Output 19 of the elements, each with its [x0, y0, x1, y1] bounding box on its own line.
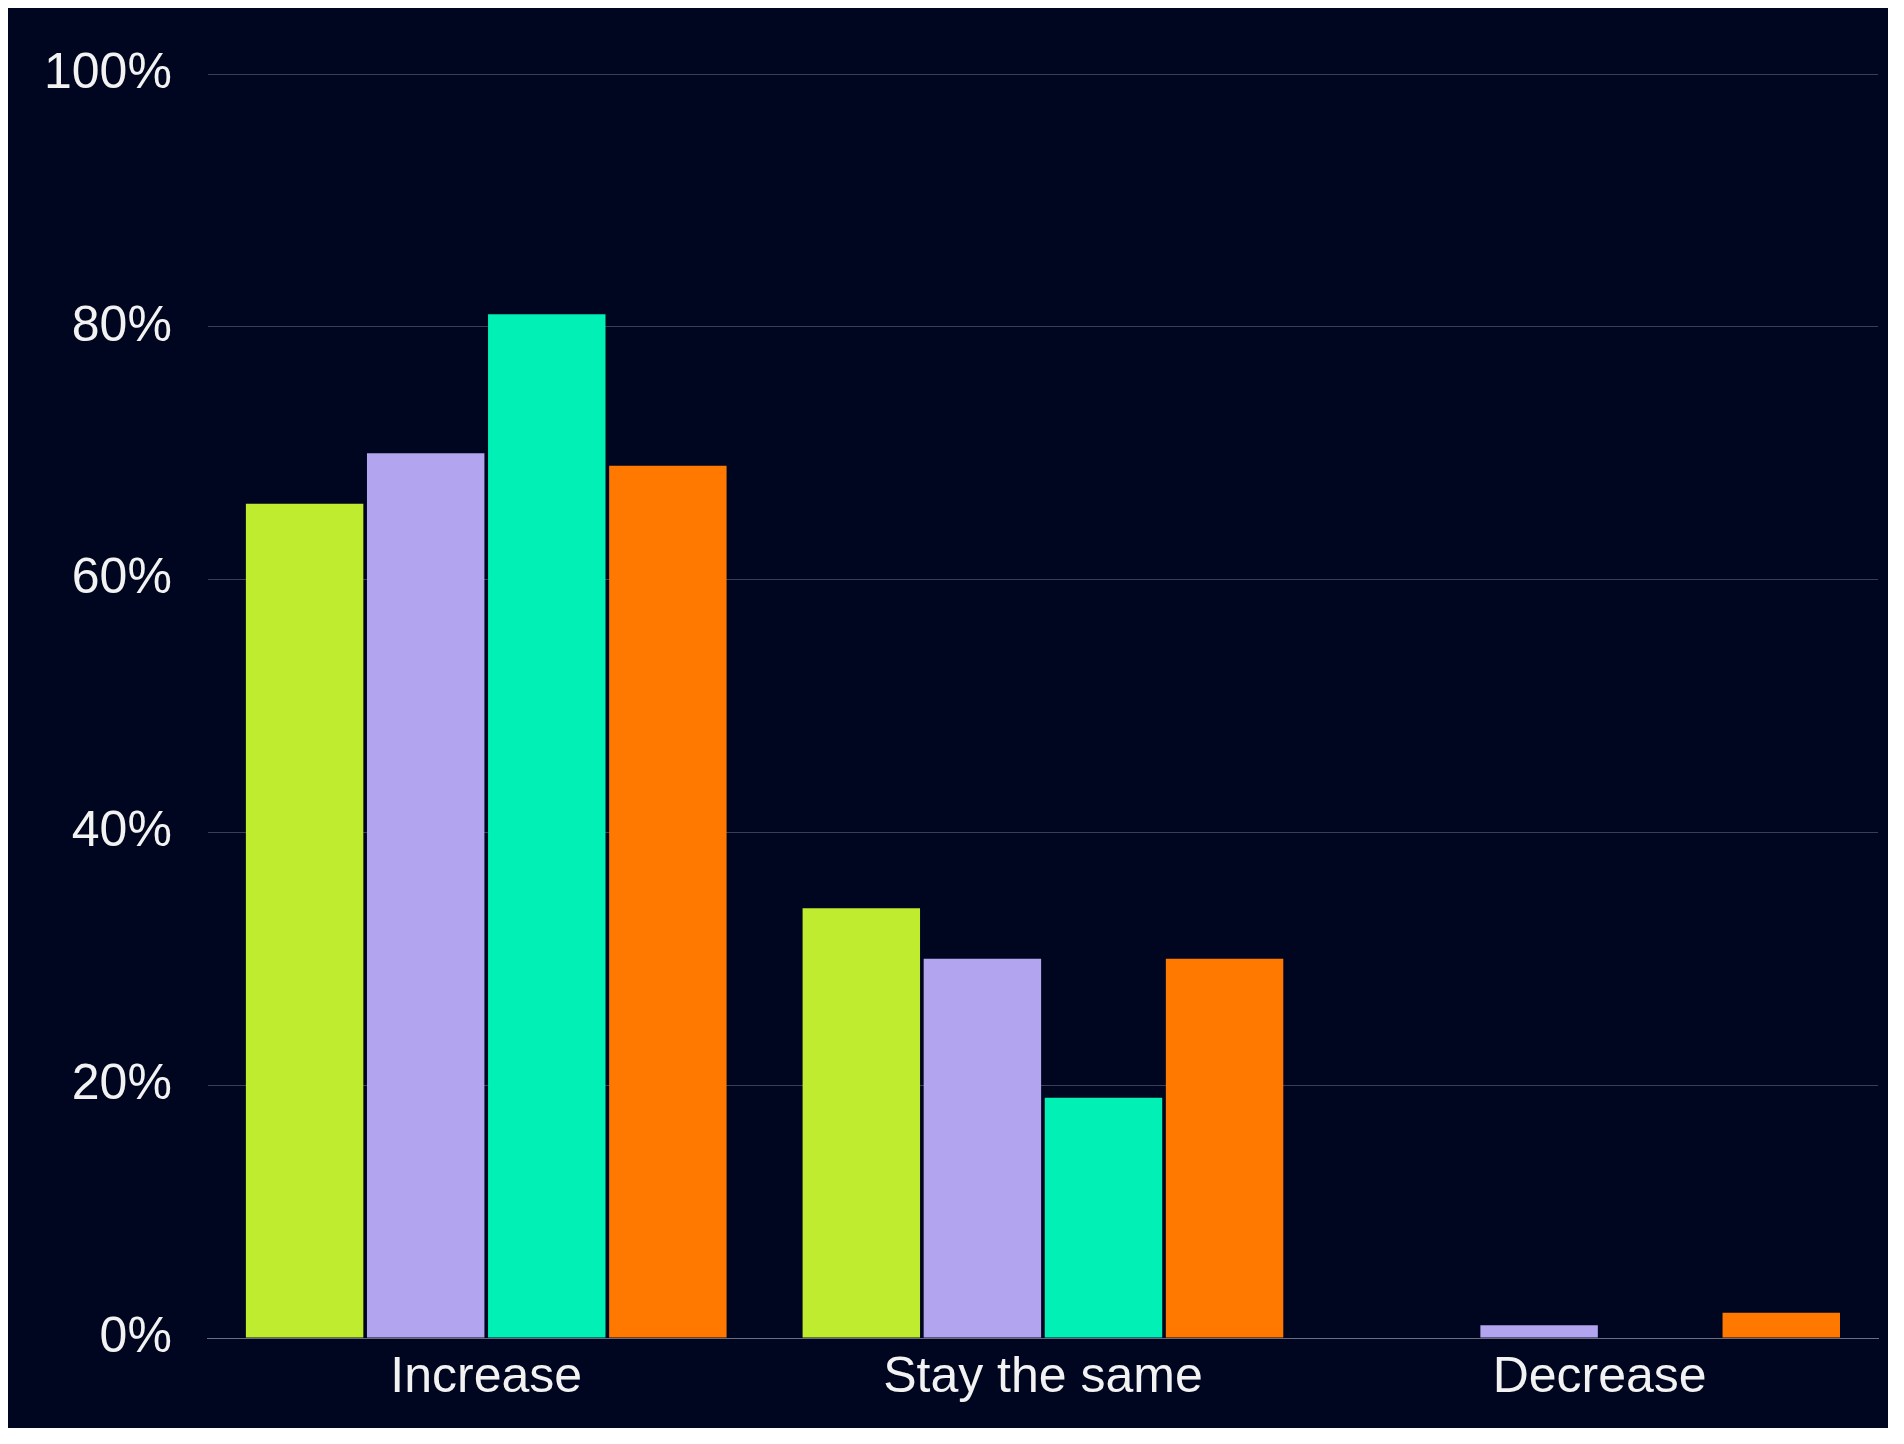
bar	[802, 908, 921, 1338]
bar	[366, 453, 485, 1338]
y-tick-label: 20%	[71, 1053, 172, 1110]
bar	[923, 958, 1042, 1338]
x-tick-label: Increase	[390, 1346, 583, 1403]
bar	[488, 314, 606, 1338]
bar	[609, 465, 727, 1338]
bar	[1165, 958, 1284, 1338]
y-tick-label: 40%	[71, 801, 172, 858]
bar	[1722, 1312, 1840, 1338]
y-tick-label: 80%	[71, 295, 172, 352]
bar	[1480, 1325, 1598, 1338]
bar	[1044, 1097, 1163, 1338]
bar	[245, 503, 364, 1338]
x-tick-label: Decrease	[1492, 1346, 1707, 1403]
y-tick-label: 60%	[71, 548, 172, 605]
x-tick-label: Stay the same	[883, 1346, 1203, 1403]
y-tick-label: 0%	[99, 1306, 172, 1363]
y-tick-label: 100%	[43, 42, 172, 99]
